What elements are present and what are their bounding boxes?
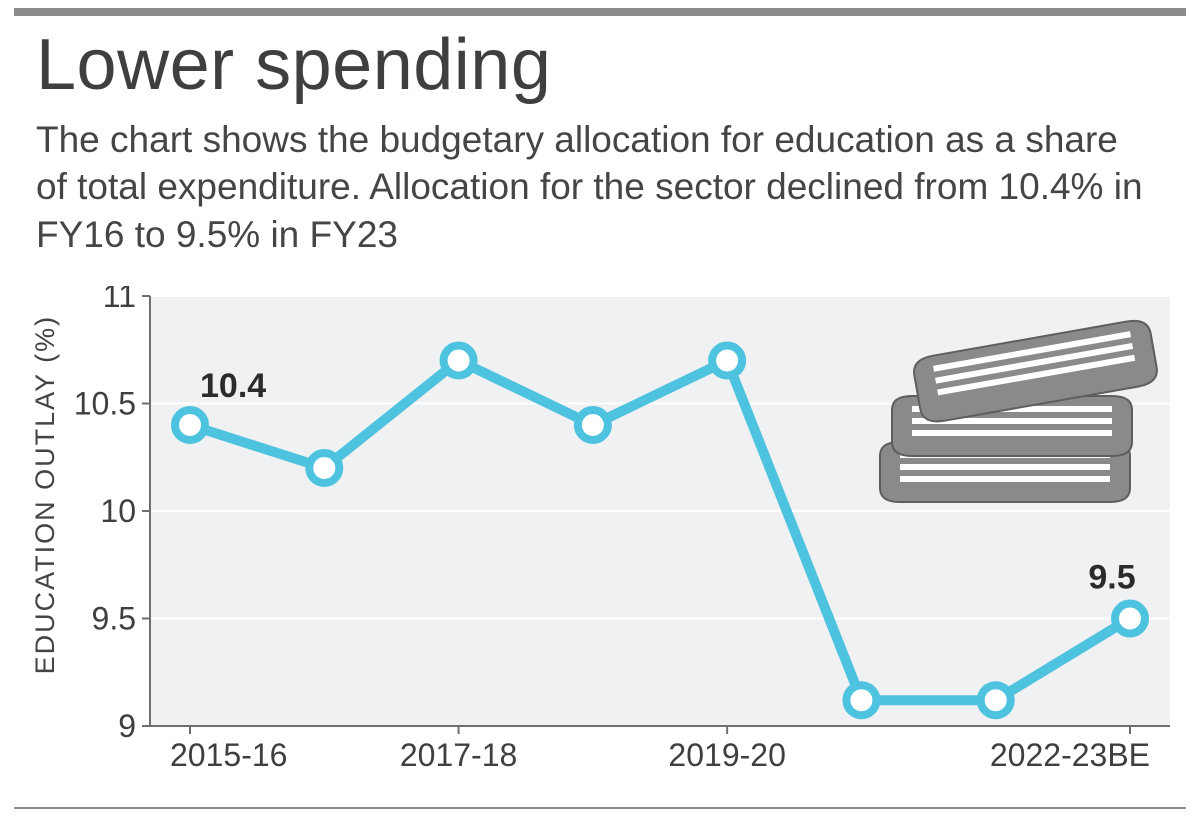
chart-subtitle: The chart shows the budgetary allocation… xyxy=(36,116,1146,258)
data-marker xyxy=(309,453,339,483)
data-marker xyxy=(981,685,1011,715)
infographic-frame: Lower spending The chart shows the budge… xyxy=(0,0,1200,819)
y-tick-label: 10 xyxy=(100,493,136,529)
x-tick-label: 2015-16 xyxy=(170,737,287,773)
x-tick-label: 2022-23BE xyxy=(990,737,1150,773)
y-axis-label: EDUCATION OUTLAY (%) xyxy=(30,315,60,675)
y-tick-label: 10.5 xyxy=(74,386,136,422)
top-rule xyxy=(14,8,1186,16)
y-tick-label: 11 xyxy=(103,286,136,314)
y-tick-label: 9.5 xyxy=(92,601,136,637)
x-tick-label: 2019-20 xyxy=(668,737,785,773)
chart-area: 9 9.5 10 10.5 11 2015-16 2017-18 2019-20 2022-23… xyxy=(20,286,1180,786)
data-label: 10.4 xyxy=(200,367,266,405)
chart-title: Lower spending xyxy=(36,24,551,106)
bottom-rule xyxy=(14,807,1186,809)
data-marker xyxy=(712,346,742,376)
data-marker xyxy=(175,410,205,440)
data-marker xyxy=(846,685,876,715)
data-marker xyxy=(444,346,474,376)
data-marker xyxy=(578,410,608,440)
data-marker xyxy=(1115,604,1145,634)
y-tick-label: 9 xyxy=(118,708,136,744)
x-tick-label: 2017-18 xyxy=(400,737,517,773)
line-chart: 9 9.5 10 10.5 11 2015-16 2017-18 2019-20 2022-23… xyxy=(20,286,1180,786)
data-label: 9.5 xyxy=(1088,559,1135,597)
